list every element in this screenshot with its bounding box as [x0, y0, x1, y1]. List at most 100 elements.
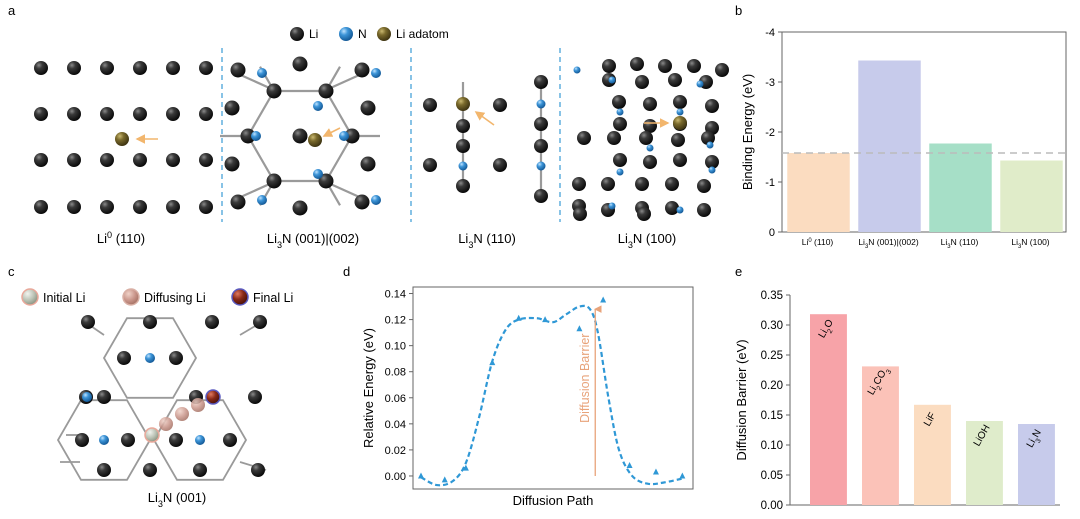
- li-atom: [671, 133, 685, 147]
- li-atom: [643, 155, 657, 169]
- y-tick-label: -4: [765, 27, 775, 39]
- structure-label: Li3N (001)|(002): [267, 231, 359, 250]
- legend-label: Li: [309, 27, 318, 41]
- data-point: [489, 359, 496, 366]
- legend-label: Initial Li: [43, 291, 85, 305]
- li-atom: [577, 131, 591, 145]
- n-atom: [608, 76, 616, 84]
- n-atom: [257, 68, 267, 78]
- li-atom: [423, 98, 437, 112]
- li-atom: [240, 128, 256, 144]
- li-atom: [205, 315, 219, 329]
- li-atom: [573, 207, 587, 221]
- li-atom: [705, 99, 719, 113]
- bar: [1018, 424, 1055, 505]
- li-atom: [292, 128, 308, 144]
- li-atom: [199, 61, 213, 75]
- li-atom: [637, 207, 651, 221]
- panel-a-structure-labels: Li0 (110) Li3N (001)|(002) Li3N (110) Li3N …: [97, 230, 676, 250]
- li-atom: [534, 189, 548, 203]
- n-atom: [536, 99, 546, 109]
- bar: [862, 366, 899, 505]
- li-atom: [224, 100, 240, 116]
- li-atom: [143, 463, 157, 477]
- li-atom: [344, 128, 360, 144]
- n-atom: [145, 353, 155, 363]
- bar: [810, 314, 847, 505]
- panel-c-diffusion-structure: Initial Li Diffusing Li Final Li Li3N (001): [21, 288, 293, 509]
- y-tick-label: -2: [765, 127, 775, 139]
- migration-arrow: [474, 111, 495, 126]
- li-atom: [67, 61, 81, 75]
- li-atom: [266, 173, 282, 189]
- n-atom: [251, 131, 261, 141]
- n-atom: [608, 202, 616, 210]
- li-atom: [97, 463, 111, 477]
- li-atom: [100, 61, 114, 75]
- li-atom: [97, 390, 111, 404]
- li-atom: [34, 153, 48, 167]
- li-atom: [166, 200, 180, 214]
- li-atom: [456, 139, 470, 153]
- li-atom: [230, 194, 246, 210]
- x-tick-label: Li3N (110): [941, 237, 979, 250]
- structure-label: Li3N (100): [618, 231, 677, 250]
- data-point: [652, 468, 659, 475]
- li-atom: [354, 194, 370, 210]
- li-atom: [613, 117, 627, 131]
- li-adatom: [115, 132, 129, 146]
- li-atom: [230, 62, 246, 78]
- li-atom: [456, 179, 470, 193]
- panel-letter-a: a: [8, 3, 16, 18]
- y-axis-label: Binding Energy (eV): [740, 74, 755, 190]
- li-atom: [360, 156, 376, 172]
- y-tick-label: -3: [765, 77, 775, 89]
- y-tick-label: 0.10: [385, 341, 406, 353]
- y-tick-label: 0.20: [761, 380, 783, 392]
- y-axis-label: Diffusion Barrier (eV): [734, 339, 749, 460]
- li-atom: [193, 463, 207, 477]
- li-atom: [266, 83, 282, 99]
- li-atom: [534, 117, 548, 131]
- n-atom: [706, 141, 714, 149]
- li-atom: [100, 153, 114, 167]
- panel-letter-b: b: [735, 3, 742, 18]
- n-atom: [371, 68, 381, 78]
- n-atom: [313, 101, 323, 111]
- energy-profile-curve: [420, 304, 683, 487]
- bar: [929, 143, 992, 232]
- y-tick-label: 0.35: [761, 290, 783, 302]
- migration-arrow: [322, 127, 341, 137]
- li-atom: [253, 315, 267, 329]
- li-atom: [665, 177, 679, 191]
- data-point: [576, 325, 583, 332]
- structure-label: Li0 (110): [97, 230, 145, 246]
- li-atom: [133, 200, 147, 214]
- li-atom: [630, 57, 644, 71]
- li-atom: [354, 62, 370, 78]
- panel-a-atoms: [34, 48, 729, 222]
- legend-swatch-diffusing-li: [122, 288, 140, 306]
- x-axis-label: Diffusion Path: [513, 493, 594, 508]
- y-tick-label: 0.14: [385, 289, 406, 301]
- structure-label: Li3N (110): [458, 231, 516, 250]
- li-adatom: [673, 116, 687, 130]
- bar-label: Li2O: [817, 318, 839, 342]
- data-point: [679, 472, 686, 479]
- x-tick-label: Li0 (110): [802, 237, 834, 247]
- n-atom: [82, 392, 92, 402]
- li-atom: [67, 200, 81, 214]
- y-tick-label: 0.08: [385, 367, 406, 379]
- li-atom: [81, 315, 95, 329]
- li-atom: [75, 433, 89, 447]
- li-atom: [251, 463, 265, 477]
- n-atom: [313, 169, 323, 179]
- n-atom: [646, 144, 654, 152]
- n-atom: [616, 168, 624, 176]
- legend-label: Li adatom: [396, 27, 449, 41]
- diffusing-li-atom: [191, 398, 205, 412]
- data-point: [418, 472, 424, 479]
- y-tick-label: 0.12: [385, 315, 406, 327]
- li-atom: [705, 155, 719, 169]
- initial-li-atom: [144, 427, 160, 443]
